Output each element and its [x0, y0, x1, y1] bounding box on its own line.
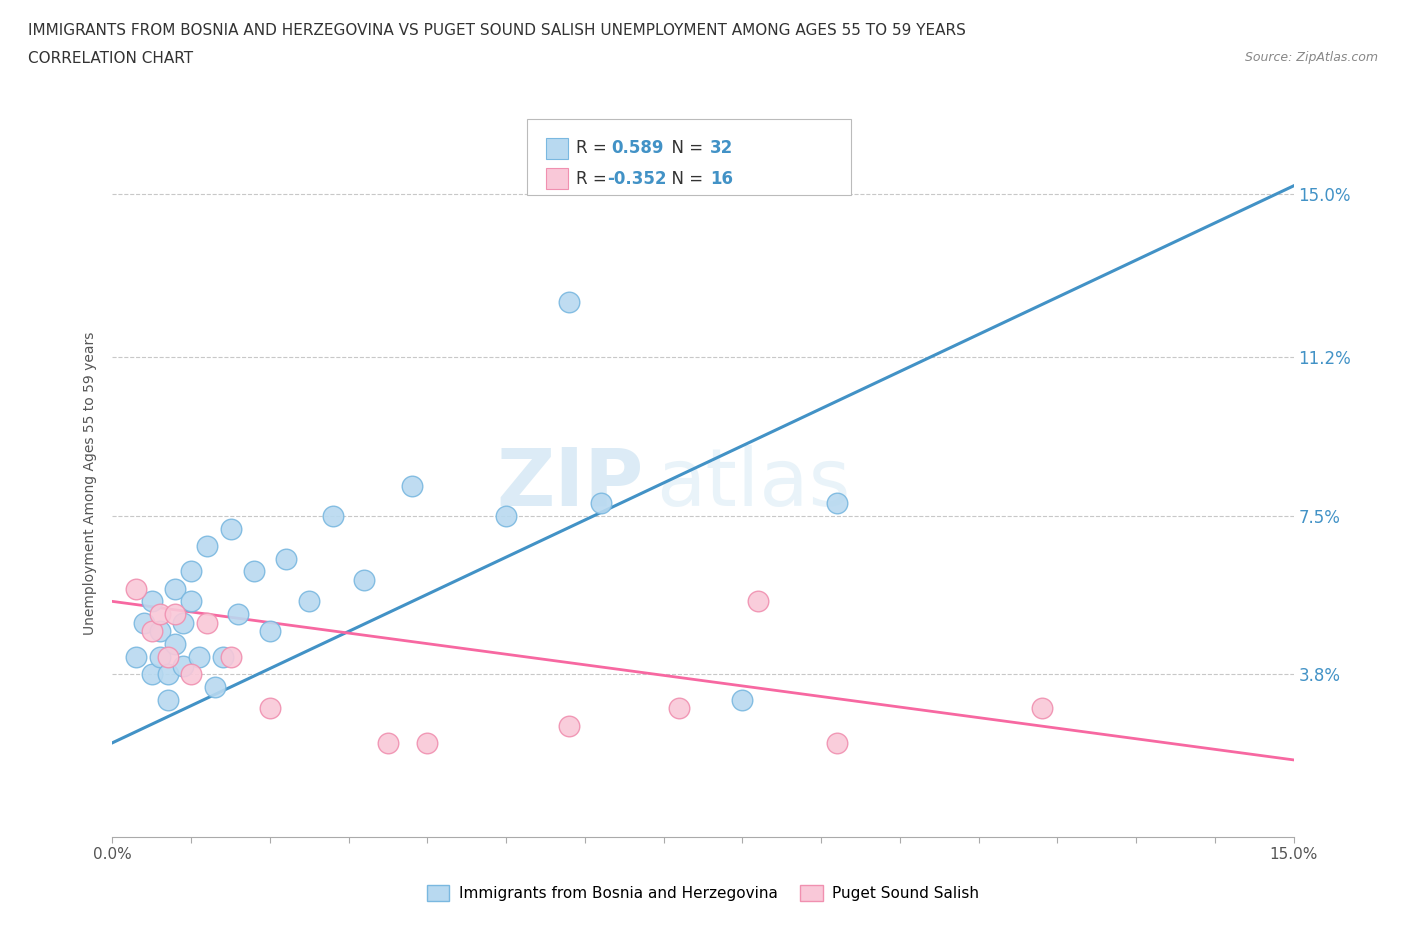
Point — [558, 294, 581, 309]
Point — [149, 606, 172, 621]
Point — [825, 736, 848, 751]
Point — [377, 736, 399, 751]
Text: -0.352: -0.352 — [607, 169, 666, 188]
Text: 32: 32 — [710, 140, 734, 157]
Point — [228, 606, 250, 621]
Point — [165, 581, 187, 596]
Point — [141, 594, 163, 609]
Point — [195, 538, 218, 553]
Text: R =: R = — [576, 169, 613, 188]
Point — [149, 650, 172, 665]
Point — [172, 616, 194, 631]
Point — [180, 667, 202, 682]
Point — [132, 616, 155, 631]
Point — [172, 658, 194, 673]
Point — [156, 667, 179, 682]
Point — [141, 667, 163, 682]
Point — [259, 701, 281, 716]
Point — [589, 496, 612, 511]
Point — [416, 736, 439, 751]
Point — [731, 693, 754, 708]
Point — [156, 650, 179, 665]
Point — [188, 650, 211, 665]
Point — [165, 606, 187, 621]
Point — [747, 594, 769, 609]
Point — [495, 509, 517, 524]
Point — [274, 551, 297, 566]
Text: atlas: atlas — [655, 445, 851, 523]
Legend: Immigrants from Bosnia and Herzegovina, Puget Sound Salish: Immigrants from Bosnia and Herzegovina, … — [420, 879, 986, 907]
Point — [825, 496, 848, 511]
Text: IMMIGRANTS FROM BOSNIA AND HERZEGOVINA VS PUGET SOUND SALISH UNEMPLOYMENT AMONG : IMMIGRANTS FROM BOSNIA AND HERZEGOVINA V… — [28, 23, 966, 38]
Text: ZIP: ZIP — [496, 445, 644, 523]
Point — [180, 564, 202, 578]
Text: CORRELATION CHART: CORRELATION CHART — [28, 51, 193, 66]
Point — [1031, 701, 1053, 716]
Point — [141, 624, 163, 639]
Point — [298, 594, 321, 609]
Text: 0.589: 0.589 — [612, 140, 664, 157]
Point — [558, 718, 581, 733]
Text: N =: N = — [661, 140, 709, 157]
Point — [204, 680, 226, 695]
Point — [401, 478, 423, 493]
Point — [353, 573, 375, 588]
Point — [125, 581, 148, 596]
Point — [322, 509, 344, 524]
Point — [195, 616, 218, 631]
Point — [156, 693, 179, 708]
Y-axis label: Unemployment Among Ages 55 to 59 years: Unemployment Among Ages 55 to 59 years — [83, 332, 97, 635]
Point — [243, 564, 266, 578]
Point — [259, 624, 281, 639]
Point — [219, 521, 242, 536]
Text: 16: 16 — [710, 169, 733, 188]
Text: Source: ZipAtlas.com: Source: ZipAtlas.com — [1244, 51, 1378, 64]
Text: R =: R = — [576, 140, 613, 157]
Text: N =: N = — [661, 169, 709, 188]
Point — [149, 624, 172, 639]
Point — [668, 701, 690, 716]
Point — [125, 650, 148, 665]
Point — [219, 650, 242, 665]
Point — [211, 650, 233, 665]
Point — [180, 594, 202, 609]
Point — [165, 637, 187, 652]
